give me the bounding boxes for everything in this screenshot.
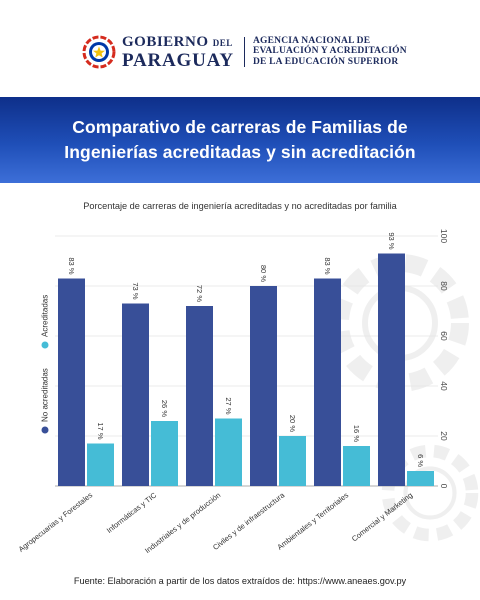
data-label: 27 % [224,397,233,414]
agency-line-3: DE LA EDUCACIÓN SUPERIOR [252,56,399,67]
agency-line-2: EVALUACIÓN Y ACREDITACIÓN [252,46,407,57]
y-tick-label: 60 [439,331,449,341]
bar-no-acreditadas [58,278,85,486]
government-wordmark: GOBIERNO DEL PARAGUAY [122,34,234,71]
legend-item-no-acreditadas: No acreditadas [41,368,50,434]
gear-watermark-icon [381,444,479,542]
bar-acreditadas [151,421,178,486]
title-banner: Comparativo de carreras de Familias de I… [0,97,480,183]
legend-swatch [41,341,49,349]
y-tick-label: 20 [439,431,449,441]
data-label: 73 % [131,282,140,299]
gov-line2: PARAGUAY [122,50,234,71]
y-tick-label: 0 [439,484,449,489]
gov-line1: GOBIERNO [122,34,209,50]
chart-subtitle: Porcentaje de carreras de ingeniería acr… [83,201,397,211]
agency-name: AGENCIA NACIONAL DE EVALUACIÓN Y ACREDIT… [253,36,407,68]
header: GOBIERNO DEL PARAGUAY AGENCIA NACIONAL D… [0,0,480,97]
bar-acreditadas [343,446,370,486]
legend-swatch [41,426,49,434]
y-tick-label: 80 [439,281,449,291]
gov-del: DEL [212,38,233,48]
data-label: 6 % [416,454,425,467]
x-tick-label: Agropecuarias y Forestales [17,490,95,553]
data-label: 26 % [160,400,169,417]
bar-acreditadas [87,443,114,486]
data-label: 93 % [387,232,396,249]
data-label: 17 % [96,422,105,439]
bar-no-acreditadas [314,278,341,486]
data-label: 83 % [323,257,332,274]
government-logo: GOBIERNO DEL PARAGUAY AGENCIA NACIONAL D… [82,34,407,71]
data-label: 20 % [288,415,297,432]
bar-no-acreditadas [250,286,277,486]
x-tick-label: Comercial y Marketing [350,490,414,543]
data-label: 72 % [195,285,204,302]
legend-label: No acreditadas [41,368,50,422]
bar-acreditadas [215,418,242,486]
y-tick-label: 40 [439,381,449,391]
agency-line-1: AGENCIA NACIONAL DE [252,35,371,46]
bar-no-acreditadas [378,253,405,486]
x-tick-label: Ambientales y Territoriales [275,490,350,551]
bar-acreditadas [407,471,434,486]
source-footnote: Fuente: Elaboración a partir de los dato… [73,576,407,586]
legend-label: Acreditadas [41,295,50,337]
bar-acreditadas [279,436,306,486]
header-divider [243,36,245,67]
data-label: 80 % [259,265,268,282]
x-tick-label: Informáticas y TIC [105,490,159,535]
data-label: 16 % [352,425,361,442]
title-line-1: Comparativo de carreras de Familias de [72,117,408,137]
bar-no-acreditadas [122,303,149,486]
title-line-2: Ingenierías acreditadas y sin acreditaci… [64,142,416,162]
paraguay-seal-icon [82,35,116,68]
y-tick-label: 100 [439,229,449,243]
legend-item-acreditadas: Acreditadas [41,295,50,349]
bar-no-acreditadas [186,306,213,486]
data-label: 83 % [67,257,76,274]
x-tick-label: Civiles y de infraestructura [211,490,287,552]
